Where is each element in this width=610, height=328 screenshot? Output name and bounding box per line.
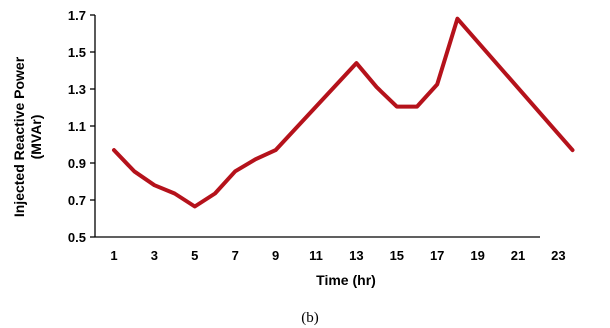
x-tick-label: 11 [309,248,323,263]
series-layer [112,16,575,209]
x-ticks: 1 3 5 7 9 11 13 15 17 19 21 23 [110,248,565,263]
x-axis-title: Time (hr) [316,272,376,288]
x-tick-label: 23 [551,248,565,263]
series-line [112,16,575,209]
y-tick-label: 0.5 [68,230,86,245]
x-tick-label: 15 [390,248,404,263]
y-axis-title-line-2: (MVAr) [28,115,44,160]
x-tick-label: 9 [272,248,279,263]
y-ticks: 0.5 0.7 0.9 1.1 1.3 1.5 1.7 [68,8,95,245]
figure-caption: (b) [301,310,319,326]
y-tick-label: 1.7 [68,8,86,23]
y-tick-label: 1.3 [68,82,86,97]
x-tick-label: 21 [511,248,525,263]
y-tick-label: 0.9 [68,156,86,171]
x-tick-label: 5 [191,248,198,263]
x-tick-label: 1 [110,248,117,263]
x-tick-label: 17 [430,248,444,263]
x-tick-label: 7 [232,248,239,263]
y-tick-label: 1.5 [68,45,86,60]
y-tick-label: 1.1 [68,119,86,134]
x-tick-label: 13 [349,248,363,263]
y-axis-title: Injected Reactive Power (MVAr) [11,56,44,217]
y-axis-title-line-1: Injected Reactive Power [11,56,27,217]
x-tick-label: 19 [470,248,484,263]
y-tick-label: 0.7 [68,193,86,208]
x-tick-label: 3 [151,248,158,263]
